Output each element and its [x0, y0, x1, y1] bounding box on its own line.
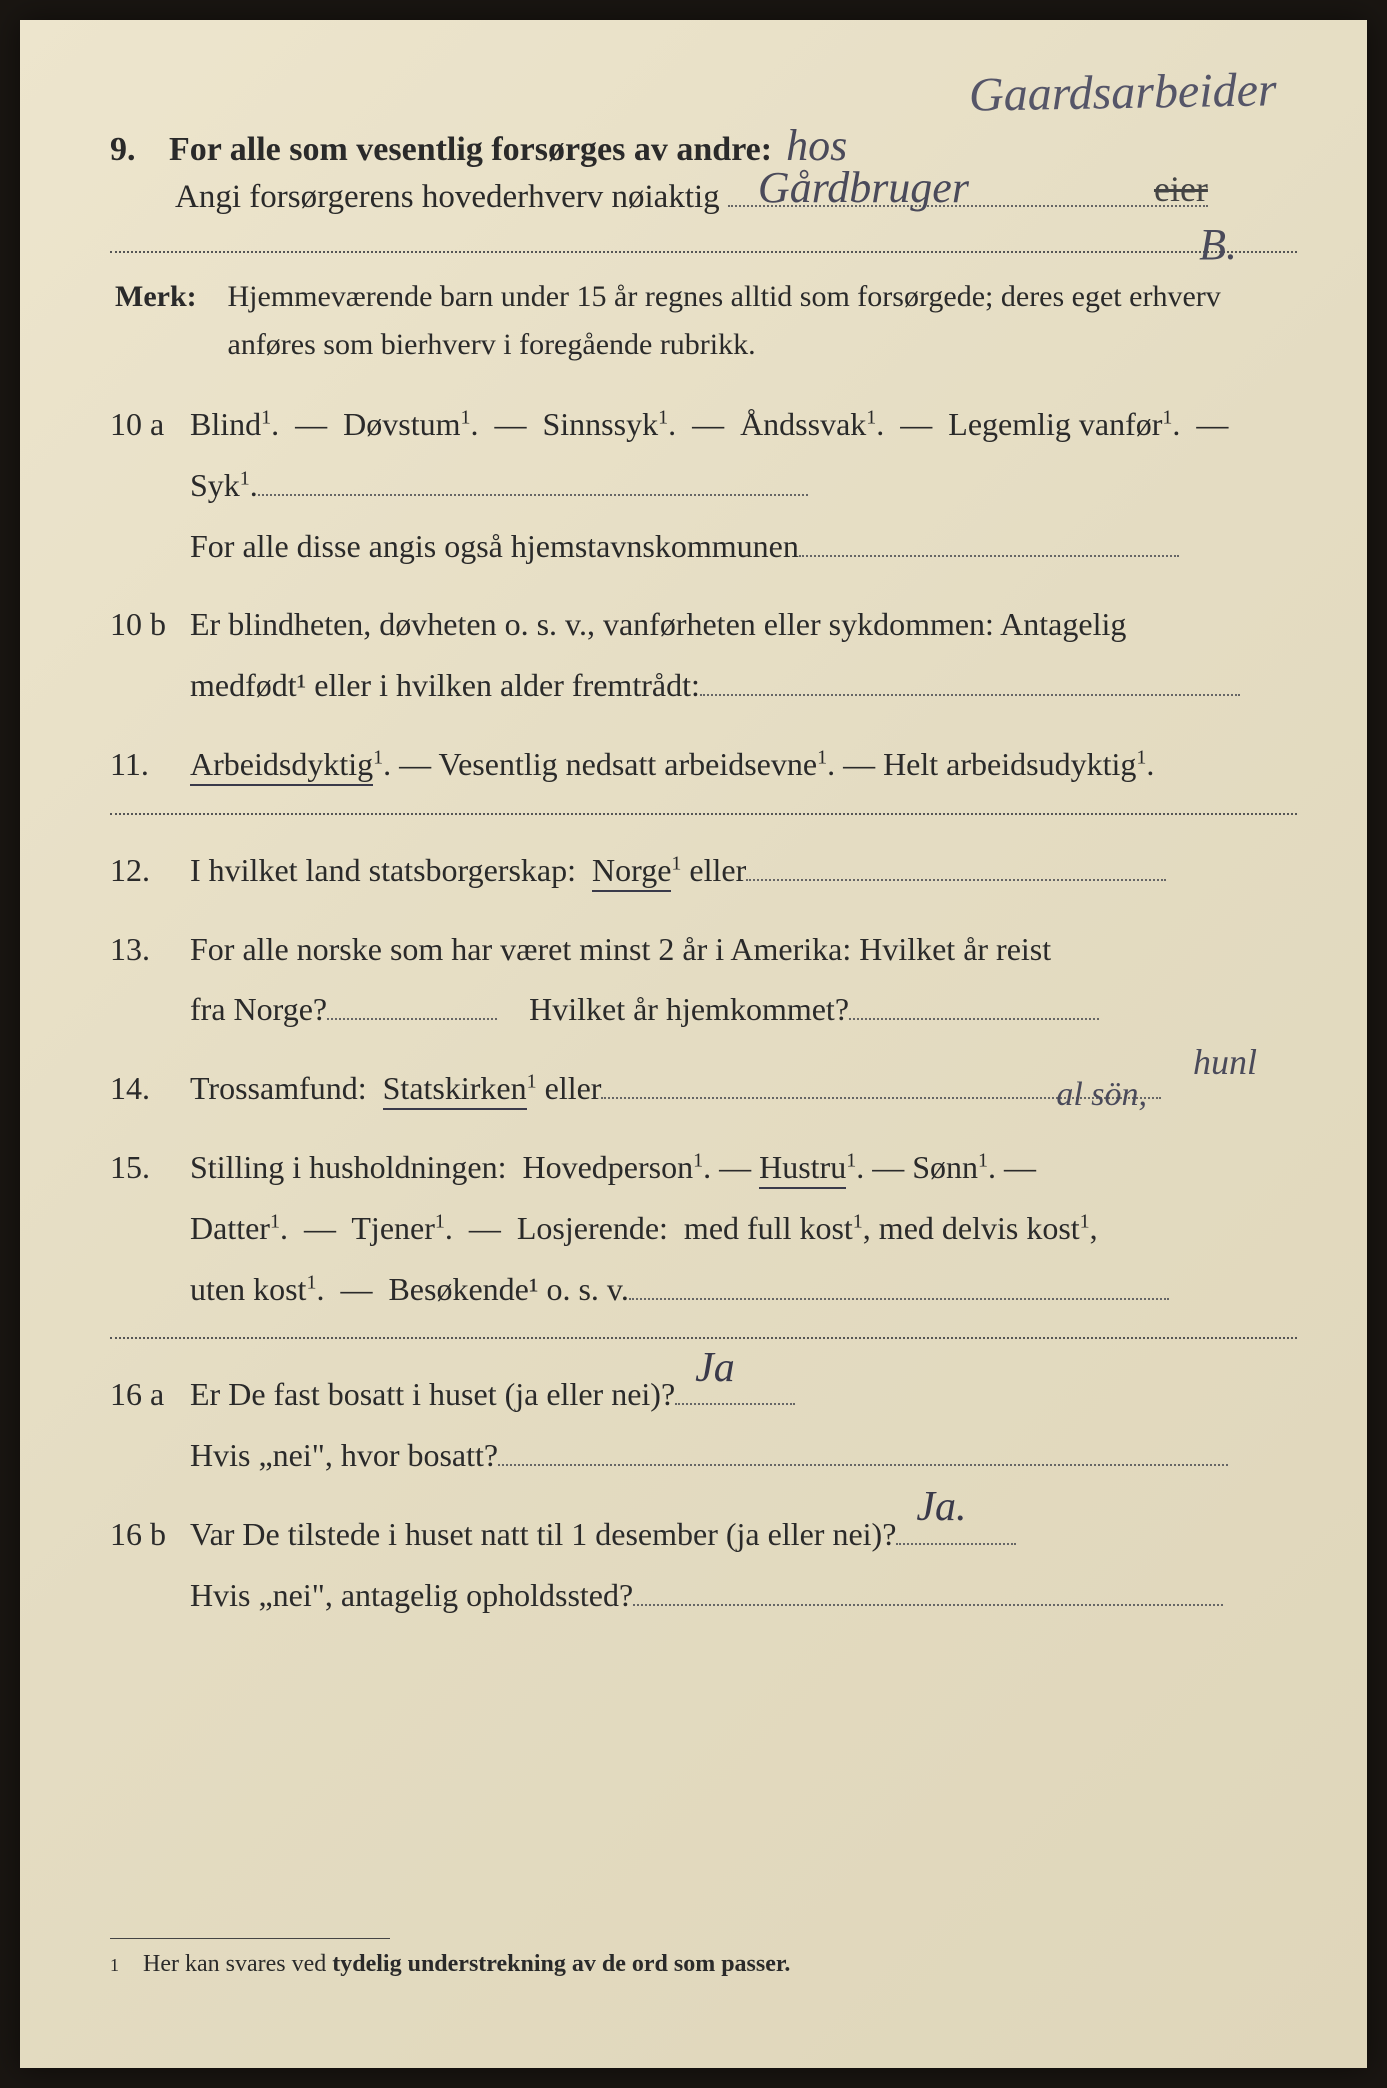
q14-hw-margin: hunl: [1193, 1028, 1257, 1096]
footnote-text-bold: tydelig understrekning av de ord som pas…: [332, 1951, 790, 1977]
q11-number: 11.: [110, 734, 190, 795]
q14-hw-annotation: al sön,: [1056, 1063, 1147, 1128]
q10a-body: Blind1. — Døvstum1. — Sinnssyk1. — Åndss…: [190, 394, 1297, 576]
divider-1: [110, 251, 1297, 253]
q13-text1: For alle norske som har været minst 2 år…: [190, 931, 1051, 967]
footnote-number: 1: [110, 1955, 119, 1975]
merk-label: Merk:: [115, 273, 220, 321]
question-16b: 16 b Var De tilstede i huset natt til 1 …: [110, 1504, 1297, 1626]
footnote-text-before: Her kan svares ved: [143, 1951, 326, 1977]
q9-strike: eier: [1154, 168, 1208, 210]
q13-text2a: fra Norge?: [190, 991, 327, 1027]
footnote-rule: [110, 1938, 390, 1939]
q16a-fill1: Ja: [675, 1403, 795, 1405]
question-13: 13. For alle norske som har været minst …: [110, 919, 1297, 1041]
q16b-body: Var De tilstede i huset natt til 1 desem…: [190, 1504, 1297, 1626]
q11-body: Arbeidsdyktig1. — Vesentlig nedsatt arbe…: [190, 734, 1297, 795]
q10a-opt-dovstum: Døvstum: [343, 406, 460, 442]
q15-datter: Datter: [190, 1210, 270, 1246]
q13-body: For alle norske som har været minst 2 år…: [190, 919, 1297, 1041]
q16a-text2: Hvis „nei", hvor bosatt?: [190, 1437, 498, 1473]
handwriting-top-annotation: Gaardsarbeider: [969, 62, 1277, 122]
q10a-line1: [258, 494, 808, 496]
q10a-line2-fill: [799, 555, 1179, 557]
q9-line2: Angi forsørgerens hovederhverv nøiaktig …: [175, 179, 1297, 216]
q16a-text1: Er De fast bosatt i huset (ja eller nei)…: [190, 1376, 675, 1412]
q12-norge: Norge: [592, 852, 671, 892]
q10a-opt-legemlig: Legemlig vanfør: [948, 406, 1162, 442]
q15-number: 15.: [110, 1137, 190, 1319]
q15-hustru: Hustru: [759, 1149, 846, 1189]
census-form-page: Gaardsarbeider 9. For alle som vesentlig…: [20, 20, 1367, 2068]
question-16a: 16 a Er De fast bosatt i huset (ja eller…: [110, 1364, 1297, 1486]
q10b-text2: medfødt¹ eller i hvilken alder fremtrådt…: [190, 667, 700, 703]
q16b-fill2: [633, 1604, 1223, 1606]
q15-tjener: Tjener: [351, 1210, 435, 1246]
q12-fill: [746, 879, 1166, 881]
q15-fill: [629, 1298, 1169, 1300]
question-11: 11. Arbeidsdyktig1. — Vesentlig nedsatt …: [110, 734, 1297, 795]
q15-delviskost: med delvis kost: [879, 1210, 1080, 1246]
q10b-text1: Er blindheten, døvheten o. s. v., vanfør…: [190, 606, 1126, 642]
q10a-opt-blind: Blind: [190, 406, 261, 442]
q14-statskirken: Statskirken: [383, 1070, 527, 1110]
question-10b: 10 b Er blindheten, døvheten o. s. v., v…: [110, 594, 1297, 716]
q16a-fill2: [498, 1464, 1228, 1466]
q16a-number: 16 a: [110, 1364, 190, 1486]
q12-body: I hvilket land statsborgerskap: Norge1 e…: [190, 840, 1297, 901]
q16a-hw-ja: Ja: [695, 1329, 735, 1409]
q13-fill2: [849, 1018, 1099, 1020]
q10a-opt-syk: Syk: [190, 467, 240, 503]
q16a-body: Er De fast bosatt i huset (ja eller nei)…: [190, 1364, 1297, 1486]
q12-number: 12.: [110, 840, 190, 901]
q11-opt-arbeidsdyktig: Arbeidsdyktig: [190, 746, 373, 786]
q10a-opt-andssvak: Åndssvak: [740, 406, 866, 442]
question-12: 12. I hvilket land statsborgerskap: Norg…: [110, 840, 1297, 901]
q10a-opt-sinnssyk: Sinnssyk: [542, 406, 658, 442]
q9-bold-text: For alle som vesentlig forsørges av andr…: [169, 131, 772, 168]
q12-text: I hvilket land statsborgerskap:: [190, 852, 576, 888]
divider-2: [110, 813, 1297, 815]
q15-fullkost: med full kost: [684, 1210, 853, 1246]
q10a-line2-text: For alle disse angis også hjemstavnskomm…: [190, 528, 799, 564]
q9-line2-handwriting: Gårdbruger: [758, 162, 969, 213]
q14-number: 14.: [110, 1058, 190, 1119]
q15-utenkost: uten kost: [190, 1271, 306, 1307]
question-10a: 10 a Blind1. — Døvstum1. — Sinnssyk1. — …: [110, 394, 1297, 576]
q16b-text1: Var De tilstede i huset natt til 1 desem…: [190, 1516, 896, 1552]
question-14: 14. Trossamfund: Statskirken1 eller hunl…: [110, 1058, 1297, 1119]
question-15: 15. Stilling i husholdningen: Hovedperso…: [110, 1137, 1297, 1319]
q14-after: eller: [545, 1070, 602, 1106]
q12-after: eller: [689, 852, 746, 888]
q11-opt-udyktig: Helt arbeidsudyktig: [883, 746, 1136, 782]
q10b-body: Er blindheten, døvheten o. s. v., vanfør…: [190, 594, 1297, 716]
merk-note: Merk: Hjemmeværende barn under 15 år reg…: [115, 273, 1297, 369]
q9-dotted-fill: Gårdbruger eier: [728, 187, 1208, 207]
q10b-number: 10 b: [110, 594, 190, 716]
q16b-number: 16 b: [110, 1504, 190, 1626]
q9-line2-label: Angi forsørgerens hovederhverv nøiaktig: [175, 179, 720, 215]
q15-hovedperson: Hovedperson: [522, 1149, 693, 1185]
question-9: 9. For alle som vesentlig forsørges av a…: [110, 120, 1297, 216]
q15-body: Stilling i husholdningen: Hovedperson1. …: [190, 1137, 1297, 1319]
footnote: 1 Her kan svares ved tydelig understrekn…: [110, 1938, 1297, 1978]
q16b-hw-ja: Ja.: [916, 1468, 966, 1548]
q15-sonn: Sønn: [912, 1149, 978, 1185]
q13-text2b: Hvilket år hjemkommet?: [529, 991, 849, 1027]
q9-b-annotation: B.: [1199, 219, 1237, 270]
merk-text: Hjemmeværende barn under 15 år regnes al…: [228, 273, 1295, 369]
q16b-fill1: Ja.: [896, 1543, 1016, 1545]
q15-label: Stilling i husholdningen:: [190, 1149, 506, 1185]
q14-label: Trossamfund:: [190, 1070, 367, 1106]
q13-number: 13.: [110, 919, 190, 1041]
q10a-number: 10 a: [110, 394, 190, 576]
q9-number: 9.: [110, 131, 165, 169]
q15-besokende: Besøkende¹ o. s. v.: [388, 1271, 628, 1307]
q10b-fill: [700, 694, 1240, 696]
q13-fill1: [327, 1018, 497, 1020]
q16b-text2: Hvis „nei", antagelig opholdssted?: [190, 1577, 633, 1613]
q11-opt-nedsatt: Vesentlig nedsatt arbeidsevne: [439, 746, 818, 782]
q15-losjerende: Losjerende:: [517, 1210, 668, 1246]
